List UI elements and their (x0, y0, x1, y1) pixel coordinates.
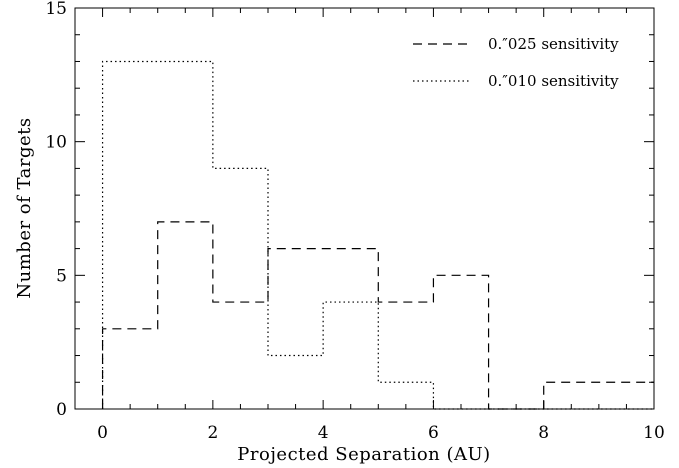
legend: 0.″025 sensitivity 0.″010 sensitivity (413, 35, 619, 90)
x-tick-label: 10 (643, 423, 665, 443)
x-axis-title: Projected Separation (AU) (237, 444, 490, 465)
y-tick-label: 15 (45, 0, 67, 19)
series-010-sensitivity-line (101, 60, 654, 410)
x-tick-label: 4 (318, 423, 329, 443)
y-tick-label: 0 (56, 400, 67, 420)
axis-ticks (74, 7, 655, 410)
y-tick-label: 5 (56, 266, 67, 286)
plot-frame (74, 7, 655, 410)
axis-tick-labels: 0 2 4 6 8 10 0 5 10 15 (45, 0, 664, 443)
x-tick-label: 8 (538, 423, 549, 443)
legend-label-010-sensitivity: 0.″010 sensitivity (488, 72, 619, 90)
x-tick-label: 6 (428, 423, 439, 443)
y-tick-label: 10 (45, 133, 67, 153)
x-tick-label: 0 (97, 423, 108, 443)
y-axis-title: Number of Targets (14, 117, 35, 298)
x-tick-label: 2 (207, 423, 218, 443)
legend-label-025-sensitivity: 0.″025 sensitivity (488, 35, 619, 53)
series-lines (101, 60, 654, 410)
